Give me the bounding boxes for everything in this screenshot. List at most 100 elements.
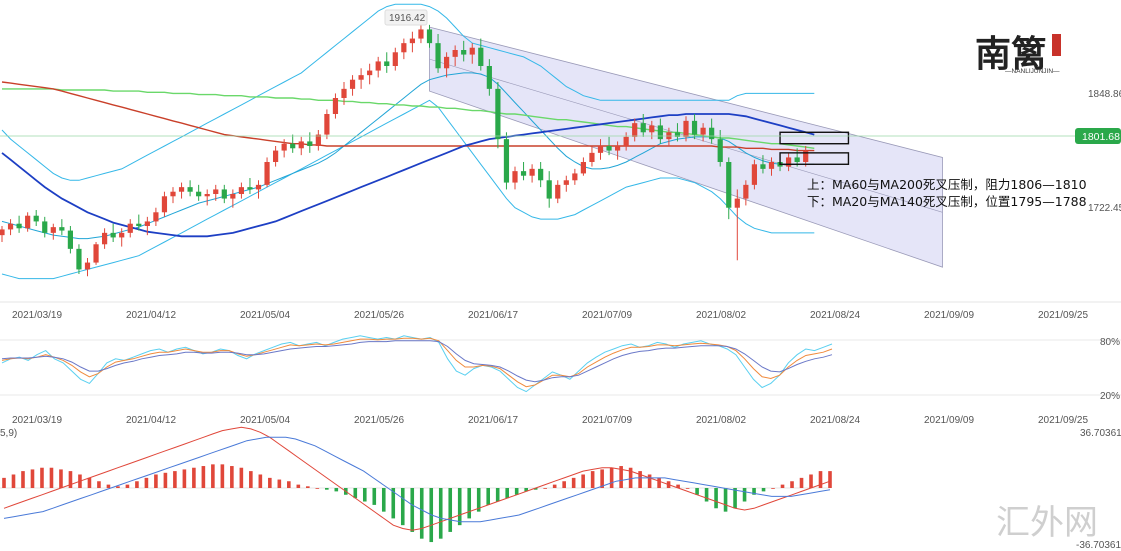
candle bbox=[640, 114, 646, 137]
macd-histogram-bar bbox=[419, 488, 424, 539]
candle bbox=[409, 31, 415, 53]
candle-body bbox=[281, 143, 287, 151]
candle bbox=[469, 43, 475, 64]
candle-body bbox=[538, 168, 544, 181]
macd-histogram-bar bbox=[495, 488, 500, 502]
macd-histogram-bar bbox=[325, 488, 329, 490]
candle bbox=[709, 118, 715, 144]
candle-body bbox=[144, 221, 150, 226]
macd-histogram-bar bbox=[30, 469, 35, 488]
current-price-tag-bg bbox=[1075, 128, 1121, 144]
candle-body bbox=[238, 187, 244, 194]
candle bbox=[204, 189, 210, 206]
macd-histogram-bar bbox=[154, 474, 158, 488]
macd-histogram-bar bbox=[296, 484, 301, 488]
macd-histogram-bar bbox=[533, 488, 538, 490]
candle bbox=[264, 157, 270, 188]
macd-histogram-bar bbox=[818, 471, 823, 488]
macd-histogram-bar bbox=[220, 464, 225, 488]
candle-body bbox=[349, 79, 356, 89]
candle-body bbox=[76, 248, 82, 270]
candle bbox=[760, 155, 766, 174]
candle bbox=[341, 82, 347, 105]
macd-histogram-bar bbox=[353, 488, 358, 499]
candle bbox=[290, 134, 296, 153]
macd-histogram-bar bbox=[287, 481, 291, 488]
candle bbox=[529, 164, 535, 183]
candle bbox=[298, 136, 304, 156]
bollinger-lower-band bbox=[1, 99, 815, 280]
candle bbox=[238, 182, 244, 199]
kdj-tick-80: 80% bbox=[1100, 337, 1120, 348]
candle bbox=[691, 114, 698, 140]
candle bbox=[726, 157, 732, 220]
candle-body bbox=[734, 198, 740, 208]
macd-histogram-bar bbox=[799, 477, 804, 488]
candle bbox=[127, 219, 133, 238]
macd-histogram-bar bbox=[761, 488, 766, 492]
candle bbox=[0, 226, 5, 242]
candle-body bbox=[803, 150, 809, 162]
candle bbox=[546, 171, 552, 208]
date-tick-label: 2021/04/12 bbox=[126, 415, 176, 426]
candle-body bbox=[768, 162, 775, 169]
candle bbox=[161, 191, 168, 217]
macd-histogram-bar bbox=[40, 467, 44, 488]
macd-histogram-bar bbox=[505, 488, 509, 499]
candle bbox=[580, 157, 586, 176]
candle-body bbox=[563, 180, 569, 185]
candle-body bbox=[709, 127, 715, 140]
macd-histogram-bar bbox=[676, 484, 680, 488]
macd-histogram-bar bbox=[828, 471, 832, 488]
candle-body bbox=[273, 150, 279, 162]
macd-histogram-bar bbox=[438, 488, 443, 539]
macd-histogram-bar bbox=[21, 471, 25, 488]
date-tick-label: 2021/05/26 bbox=[354, 415, 404, 426]
price-tick-lower: 1722.45 bbox=[1088, 203, 1121, 214]
candle-body bbox=[324, 114, 330, 135]
macd-histogram-bar bbox=[457, 488, 462, 526]
macd-histogram-bar bbox=[609, 467, 614, 488]
macd-histogram-bar bbox=[11, 474, 16, 488]
kdj-indicator-panel bbox=[1, 335, 833, 393]
candle-body bbox=[760, 164, 766, 169]
candle-body bbox=[546, 180, 552, 199]
candle bbox=[657, 118, 663, 144]
kdj-j-line bbox=[1, 340, 833, 383]
annotation-upper: 上：MA60与MA200死叉压制，阻力1806—1810 bbox=[807, 177, 1087, 192]
date-tick-label: 2021/08/24 bbox=[810, 415, 860, 426]
macd-histogram-bar bbox=[116, 486, 120, 488]
kdj-d-line bbox=[1, 337, 833, 388]
macd-histogram-bar bbox=[87, 477, 92, 488]
date-tick-label: 2021/05/04 bbox=[240, 310, 290, 321]
macd-histogram-bar bbox=[391, 488, 396, 519]
macd-histogram-bar bbox=[410, 488, 415, 532]
candle bbox=[307, 132, 313, 153]
candle-body bbox=[213, 189, 219, 194]
macd-histogram-bar bbox=[790, 481, 794, 488]
candle-body bbox=[444, 56, 450, 69]
date-tick-label: 2021/08/02 bbox=[696, 310, 746, 321]
date-tick-label: 2021/04/12 bbox=[126, 310, 176, 321]
candle-body bbox=[84, 262, 91, 270]
macd-histogram-bar bbox=[249, 471, 253, 488]
main-price-panel bbox=[0, 3, 943, 280]
candle-body bbox=[691, 120, 698, 135]
candle-body bbox=[290, 143, 296, 149]
candle-body bbox=[615, 146, 621, 151]
candle bbox=[230, 189, 236, 208]
date-tick-label: 2021/05/04 bbox=[240, 415, 290, 426]
candle-body bbox=[7, 223, 14, 230]
candle-body bbox=[409, 38, 415, 44]
macd-histogram-bar bbox=[771, 488, 775, 489]
macd-indicator-panel bbox=[2, 426, 832, 543]
date-tick-label: 2021/09/09 bbox=[924, 415, 974, 426]
candle bbox=[572, 168, 578, 185]
macd-histogram-bar bbox=[306, 486, 310, 488]
candle bbox=[743, 180, 749, 206]
current-price-tag: 1801.68 bbox=[1082, 131, 1120, 143]
candle bbox=[606, 136, 612, 156]
candle bbox=[435, 34, 441, 73]
macd-histogram-bar bbox=[173, 471, 177, 488]
macd-histogram-bar bbox=[638, 471, 642, 488]
